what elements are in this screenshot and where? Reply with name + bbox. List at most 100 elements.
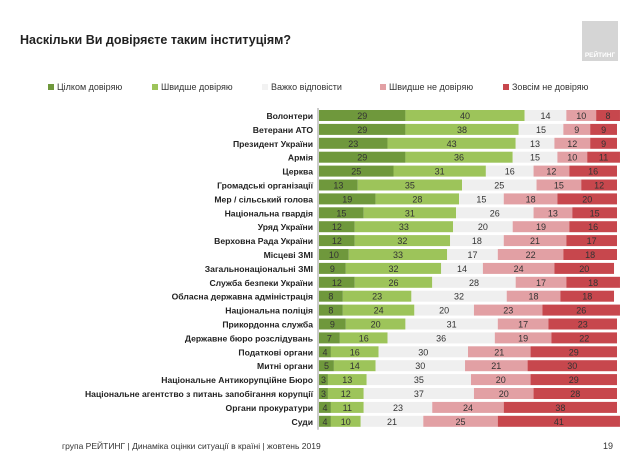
- bar-segment: [441, 262, 483, 274]
- data-label: 8: [328, 306, 333, 316]
- data-label: 15: [590, 208, 600, 218]
- data-label: 25: [456, 417, 466, 427]
- bar-segment: [515, 276, 567, 288]
- bar-segment: [405, 123, 519, 135]
- bar-segment: [459, 193, 504, 205]
- data-label: 12: [567, 139, 577, 149]
- bar-segment: [497, 249, 564, 260]
- bar-segment: [569, 165, 617, 177]
- data-label: 17: [536, 278, 546, 288]
- legend-swatch: [503, 84, 509, 90]
- data-label: 13: [548, 208, 558, 218]
- bar-segment: [319, 346, 331, 358]
- data-label: 20: [579, 264, 589, 274]
- data-label: 26: [388, 278, 398, 288]
- data-label: 12: [332, 278, 342, 288]
- category-label: Уряд України: [258, 222, 313, 232]
- bar-segment: [530, 346, 617, 358]
- data-label: 20: [582, 194, 592, 204]
- data-label: 13: [342, 375, 352, 385]
- bar-segment: [563, 123, 591, 135]
- data-label: 17: [467, 250, 477, 260]
- data-label: 31: [447, 320, 457, 330]
- bar-segment: [548, 318, 617, 330]
- bar-segment: [319, 151, 406, 163]
- legend-item: Цілком довіряю: [48, 82, 122, 92]
- data-label: 22: [526, 250, 536, 260]
- bar-segment: [518, 123, 564, 135]
- bar-segment: [566, 110, 597, 121]
- bar-segment: [566, 235, 617, 247]
- bar-segment: [327, 374, 367, 386]
- legend-item: Швидше не довіряю: [380, 82, 473, 92]
- data-label: 14: [350, 361, 360, 371]
- bar-segment: [533, 165, 570, 177]
- data-label: 14: [457, 264, 467, 274]
- data-label: 29: [569, 375, 579, 385]
- bar-segment: [503, 401, 617, 413]
- bar-segment: [378, 346, 468, 358]
- category-label: Суди: [291, 417, 313, 427]
- data-label: 9: [601, 139, 606, 149]
- bar-segment: [333, 360, 376, 372]
- bar-segment: [533, 388, 617, 399]
- data-label: 29: [357, 111, 367, 121]
- category-label: Армія: [288, 153, 313, 163]
- data-label: 3: [321, 389, 326, 399]
- data-label: 21: [494, 347, 504, 357]
- data-label: 35: [414, 375, 424, 385]
- bar-segment: [411, 290, 507, 302]
- category-label: Національна поліція: [225, 306, 313, 316]
- bar-segment: [468, 346, 531, 358]
- bar-segment: [560, 290, 615, 302]
- data-label: 28: [570, 389, 580, 399]
- bar-segment: [375, 360, 466, 372]
- data-label: 8: [328, 292, 333, 302]
- category-label: Обласна державна адміністрація: [172, 292, 313, 302]
- page-title: Наскільки Ви довіряєте таким інституціям…: [20, 33, 292, 47]
- bar-segment: [450, 235, 504, 247]
- bar-segment: [465, 360, 528, 372]
- data-label: 16: [350, 347, 360, 357]
- bar-segment: [342, 290, 412, 302]
- category-label: Податкові органи: [238, 347, 313, 357]
- data-label: 18: [526, 194, 536, 204]
- category-label: Державне бюро розслідувань: [185, 333, 313, 343]
- data-label: 20: [371, 320, 381, 330]
- bar-segment: [512, 151, 558, 163]
- bar-segment: [354, 221, 454, 233]
- bar-segment: [319, 304, 343, 316]
- bar-segment: [319, 332, 340, 344]
- bar-segment: [473, 388, 534, 399]
- bar-segment: [319, 360, 334, 372]
- data-label: 11: [343, 403, 352, 413]
- bar-segment: [319, 374, 328, 386]
- data-label: 24: [514, 264, 524, 274]
- bar-segment: [319, 415, 331, 427]
- data-label: 29: [569, 347, 579, 357]
- legend-item: Швидше довіряю: [152, 82, 233, 92]
- bar-segment: [470, 374, 531, 386]
- bar-segment: [354, 235, 451, 247]
- category-label: Громадські організації: [217, 181, 313, 191]
- bar-segment: [319, 318, 346, 330]
- data-label: 15: [530, 153, 540, 163]
- data-label: 31: [435, 167, 445, 177]
- data-label: 43: [447, 139, 457, 149]
- bar-segment: [563, 249, 617, 260]
- data-label: 38: [555, 403, 565, 413]
- bar-segment: [453, 221, 513, 233]
- bar-segment: [387, 332, 495, 344]
- data-label: 19: [342, 194, 352, 204]
- data-label: 13: [333, 181, 343, 191]
- bar-segment: [482, 262, 555, 274]
- data-label: 10: [341, 417, 351, 427]
- bar-segment: [506, 290, 561, 302]
- category-label: Служба безпеки України: [209, 278, 313, 288]
- bar-segment: [330, 401, 364, 413]
- category-label: Церква: [282, 167, 313, 177]
- bar-segment: [542, 304, 620, 316]
- category-label: Прикордонна служба: [222, 320, 313, 330]
- bar-segment: [319, 193, 376, 205]
- legend-item: Зовсім не довіряю: [503, 82, 588, 92]
